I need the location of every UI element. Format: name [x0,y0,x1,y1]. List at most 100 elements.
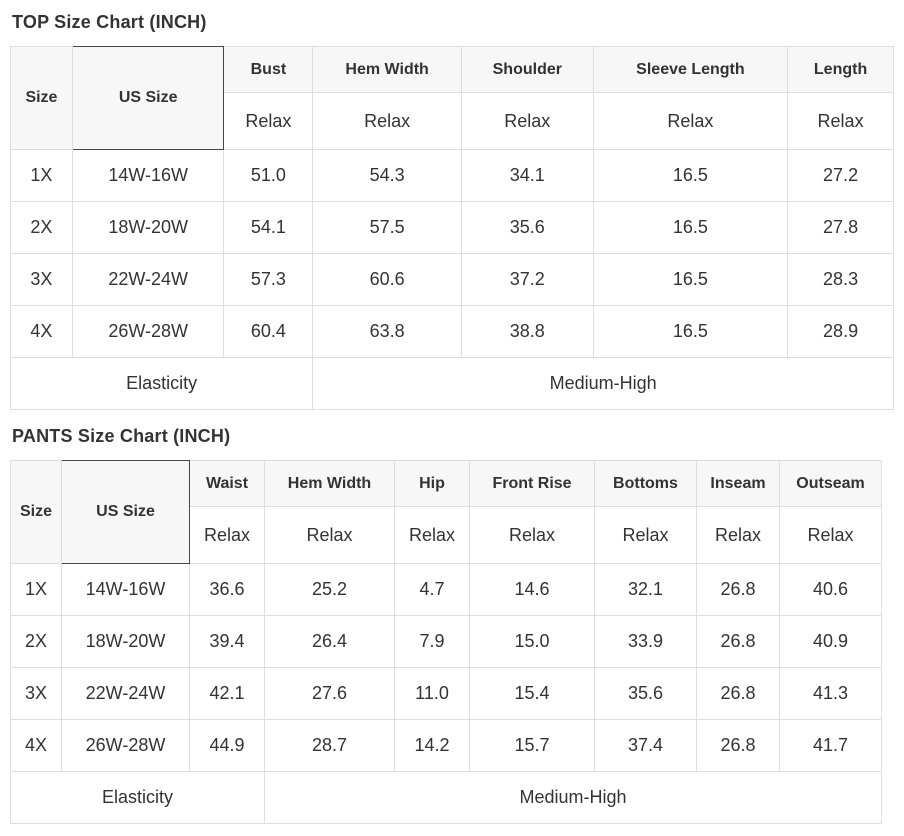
pants-header-row: Size US Size Waist Hem Width Hip Front R… [10,460,882,564]
pants-header-bottoms: Bottoms [594,460,697,507]
measurement-cell: 14.6 [469,563,595,616]
measurement-cell: 26.4 [264,615,395,668]
pants-footer-row: Elasticity Medium-High [10,771,882,824]
measurement-cell: 15.7 [469,719,595,772]
measurement-cell: 16.5 [592,253,789,306]
measurement-cell: 57.3 [223,253,314,306]
measurement-cell: 51.0 [223,149,314,202]
pants-chart-title: PANTS Size Chart (INCH) [12,426,231,446]
measurement-cell: 60.6 [312,253,462,306]
pants-header-waist: Waist [189,460,265,507]
top-row-1x: 1X 14W-16W 51.0 54.3 34.1 16.5 27.2 [10,149,894,202]
pants-row-4x: 4X 26W-28W 44.9 28.7 14.2 15.7 37.4 26.8… [10,719,882,772]
us-size-cell: 26W-28W [61,719,190,772]
top-row-4x: 4X 26W-28W 60.4 63.8 38.8 16.5 28.9 [10,305,894,358]
measurement-cell: 40.9 [779,615,882,668]
top-header-bust: Bust [223,46,314,93]
pants-subheader-relax-hem-width: Relax [264,506,395,564]
us-size-cell: 22W-24W [71,253,225,306]
pants-row-1x: 1X 14W-16W 36.6 25.2 4.7 14.6 32.1 26.8 … [10,563,882,616]
pants-subheader-relax-outseam: Relax [779,506,882,564]
measurement-cell: 16.5 [592,201,789,254]
measurement-cell: 39.4 [189,615,265,668]
measurement-cell: 40.6 [779,563,882,616]
pants-header-hem-width: Hem Width [264,460,395,507]
pants-subheader-relax-inseam: Relax [696,506,780,564]
pants-header-outseam: Outseam [779,460,882,507]
measurement-cell: 14.2 [394,719,470,772]
size-cell: 3X [10,253,73,306]
top-row-3x: 3X 22W-24W 57.3 60.6 37.2 16.5 28.3 [10,253,894,306]
pants-row-3x: 3X 22W-24W 42.1 27.6 11.0 15.4 35.6 26.8… [10,667,882,720]
us-size-cell: 22W-24W [61,667,190,720]
measurement-cell: 41.3 [779,667,882,720]
measurement-cell: 7.9 [394,615,470,668]
top-header-size: Size [10,46,73,150]
pants-header-front-rise: Front Rise [469,460,595,507]
measurement-cell: 36.6 [189,563,265,616]
top-header-length: Length [787,46,894,93]
measurement-cell: 4.7 [394,563,470,616]
measurement-cell: 42.1 [189,667,265,720]
measurement-cell: 26.8 [696,615,780,668]
top-header-hem-width: Hem Width [312,46,462,93]
measurement-cell: 28.9 [787,305,894,358]
pants-header-hip: Hip [394,460,470,507]
measurement-cell: 54.3 [312,149,462,202]
top-size-table: Size US Size Bust Hem Width Shoulder Sle… [9,46,894,410]
measurement-cell: 26.8 [696,667,780,720]
pants-subheader-relax-hip: Relax [394,506,470,564]
measurement-cell: 41.7 [779,719,882,772]
measurement-cell: 26.8 [696,719,780,772]
measurement-cell: 15.4 [469,667,595,720]
top-header-shoulder: Shoulder [460,46,594,93]
size-cell: 4X [10,719,62,772]
us-size-cell: 18W-20W [71,201,225,254]
measurement-cell: 16.5 [592,305,789,358]
us-size-cell: 14W-16W [61,563,190,616]
top-elasticity-label: Elasticity [9,357,314,410]
measurement-cell: 37.4 [594,719,697,772]
pants-header-inseam: Inseam [696,460,780,507]
pants-size-table: Size US Size Waist Hem Width Hip Front R… [10,460,882,824]
top-subheader-relax-sleeve-length: Relax [592,92,789,150]
pants-subheader-relax-waist: Relax [189,506,265,564]
measurement-cell: 35.6 [460,201,594,254]
measurement-cell: 27.6 [264,667,395,720]
measurement-cell: 60.4 [223,305,314,358]
measurement-cell: 25.2 [264,563,395,616]
measurement-cell: 28.7 [264,719,395,772]
measurement-cell: 63.8 [312,305,462,358]
measurement-cell: 28.3 [787,253,894,306]
measurement-cell: 26.8 [696,563,780,616]
pants-elasticity-label: Elasticity [10,771,265,824]
us-size-cell: 18W-20W [61,615,190,668]
top-elasticity-value: Medium-High [312,357,894,410]
us-size-cell: 14W-16W [71,149,225,202]
measurement-cell: 16.5 [592,149,789,202]
size-cell: 1X [10,563,62,616]
top-subheader-row: Relax Relax Relax Relax Relax [11,92,894,150]
measurement-cell: 15.0 [469,615,595,668]
measurement-cell: 37.2 [460,253,594,306]
top-row-2x: 2X 18W-20W 54.1 57.5 35.6 16.5 27.8 [10,201,894,254]
measurement-cell: 32.1 [594,563,697,616]
measurement-cell: 34.1 [460,149,594,202]
top-subheader-relax-shoulder: Relax [460,92,594,150]
pants-row-2x: 2X 18W-20W 39.4 26.4 7.9 15.0 33.9 26.8 … [10,615,882,668]
pants-header-size: Size [10,460,62,564]
pants-header-us-size: US Size [61,460,190,564]
measurement-cell: 38.8 [460,305,594,358]
top-header-sleeve-length: Sleeve Length [592,46,789,93]
measurement-cell: 35.6 [594,667,697,720]
measurement-cell: 44.9 [189,719,265,772]
measurement-cell: 33.9 [594,615,697,668]
top-header-us-size: US Size [71,46,225,150]
measurement-cell: 27.2 [787,149,894,202]
measurement-cell: 27.8 [787,201,894,254]
measurement-cell: 11.0 [394,667,470,720]
top-subheader-relax-length: Relax [787,92,894,150]
pants-subheader-relax-bottoms: Relax [594,506,697,564]
pants-subheader-relax-front-rise: Relax [469,506,595,564]
